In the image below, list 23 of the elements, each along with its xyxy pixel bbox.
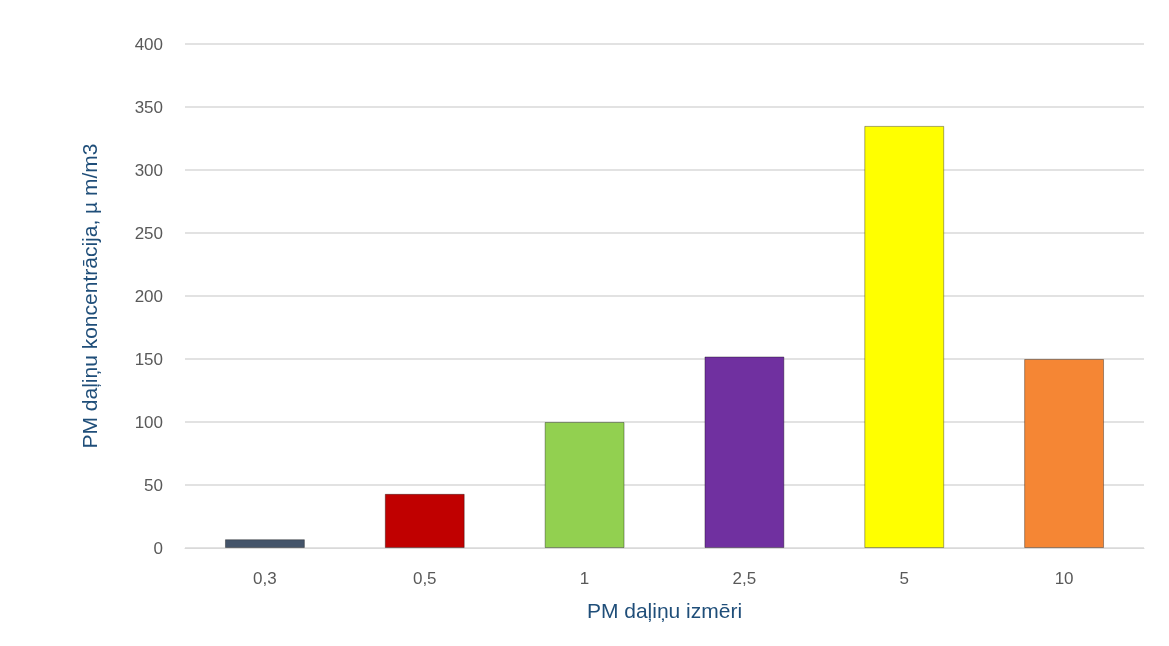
x-tick-label: 0,3 — [253, 569, 277, 588]
x-tick-label: 5 — [899, 569, 909, 588]
bar — [1024, 359, 1105, 548]
y-tick-label: 150 — [134, 349, 163, 369]
y-tick-label: 200 — [134, 286, 163, 306]
x-tick-label: 2,5 — [732, 569, 757, 588]
y-tick-label: 0 — [153, 538, 163, 558]
bar — [384, 493, 465, 548]
y-tick-label: 300 — [134, 160, 163, 180]
y-tick-label: 400 — [134, 34, 163, 54]
x-tick-label: 10 — [1054, 569, 1074, 588]
y-tick-label: 350 — [134, 97, 163, 117]
x-axis-title: PM daļiņu izmēri — [586, 599, 743, 622]
y-axis-title: PM daļiņu koncentrācija, µ m/m3 — [78, 143, 101, 449]
y-tick-label: 50 — [144, 475, 163, 495]
x-tick-label: 0,5 — [412, 569, 437, 588]
y-tick-label: 100 — [134, 412, 163, 432]
bar — [224, 539, 305, 548]
bar — [864, 125, 945, 548]
y-tick-label: 250 — [134, 223, 163, 243]
bar — [544, 422, 625, 548]
x-tick-label: 1 — [579, 569, 590, 588]
bar — [704, 356, 785, 548]
